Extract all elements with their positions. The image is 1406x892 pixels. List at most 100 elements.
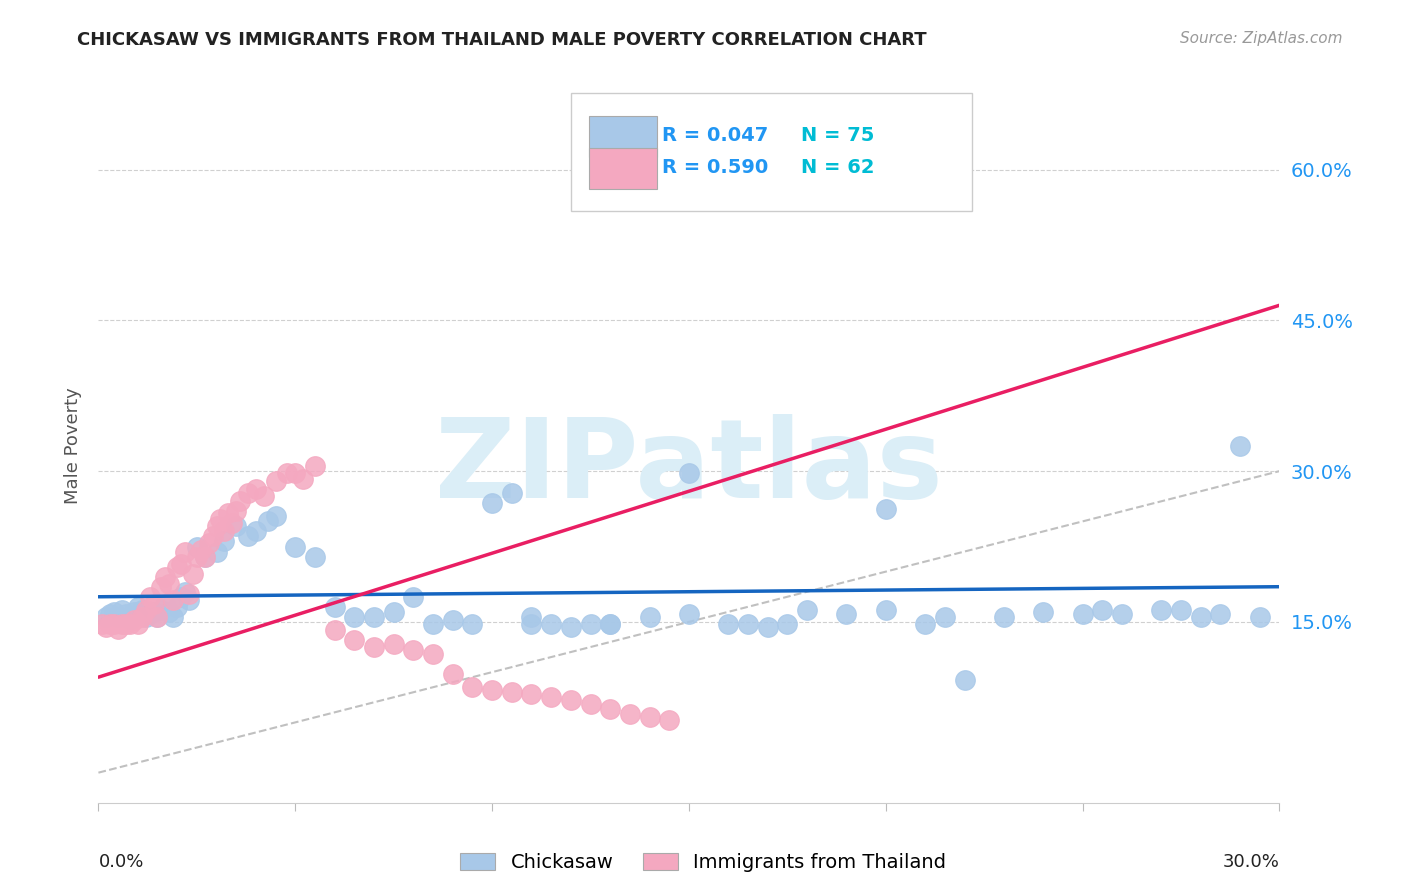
Point [186, 540, 208, 554]
Point [205, 519, 228, 533]
Point [98, 607, 121, 621]
Point [177, 587, 200, 601]
Point [236, 529, 259, 543]
Point [170, 590, 193, 604]
Point [993, 610, 1015, 624]
Text: N = 62: N = 62 [801, 158, 875, 178]
Point [214, 534, 236, 549]
Point [127, 616, 149, 631]
Text: R = 0.047: R = 0.047 [662, 126, 768, 145]
Point [284, 466, 307, 480]
Point [875, 502, 897, 516]
Point [422, 616, 444, 631]
Point [205, 544, 228, 558]
Point [150, 580, 173, 594]
Point [717, 616, 740, 631]
Text: N = 75: N = 75 [801, 126, 875, 145]
Point [245, 482, 267, 496]
Point [166, 599, 188, 614]
Point [229, 494, 252, 508]
Point [131, 610, 153, 624]
Text: Source: ZipAtlas.com: Source: ZipAtlas.com [1180, 31, 1343, 46]
Point [599, 616, 621, 631]
Point [190, 542, 212, 557]
Point [934, 610, 956, 624]
Point [540, 690, 562, 705]
Point [382, 637, 405, 651]
Point [157, 576, 180, 591]
Point [1071, 607, 1094, 621]
Point [343, 610, 366, 624]
Point [111, 603, 134, 617]
Point [323, 599, 346, 614]
Point [142, 605, 165, 619]
Point [776, 616, 799, 631]
Point [363, 640, 385, 654]
Point [402, 643, 425, 657]
Point [1249, 610, 1271, 624]
Point [461, 616, 484, 631]
Point [225, 519, 247, 533]
Point [201, 529, 224, 543]
Point [382, 605, 405, 619]
Point [103, 605, 125, 619]
Point [560, 693, 582, 707]
Point [441, 613, 464, 627]
Point [658, 714, 681, 728]
Point [363, 610, 385, 624]
Point [174, 544, 197, 558]
Point [98, 616, 121, 631]
Point [118, 616, 141, 631]
Point [422, 647, 444, 661]
Point [194, 549, 217, 564]
Point [1229, 439, 1251, 453]
Point [638, 610, 661, 624]
Point [481, 683, 503, 698]
Point [343, 632, 366, 647]
Point [166, 559, 188, 574]
Point [579, 616, 602, 631]
Point [142, 597, 165, 611]
Point [236, 486, 259, 500]
Point [501, 486, 523, 500]
Y-axis label: Male Poverty: Male Poverty [65, 388, 83, 504]
Point [107, 622, 129, 636]
Point [638, 710, 661, 724]
Point [914, 616, 936, 631]
Text: CHICKASAW VS IMMIGRANTS FROM THAILAND MALE POVERTY CORRELATION CHART: CHICKASAW VS IMMIGRANTS FROM THAILAND MA… [77, 31, 927, 49]
Point [122, 613, 145, 627]
Point [155, 569, 177, 583]
Text: ZIPatlas: ZIPatlas [434, 414, 943, 521]
Point [221, 516, 243, 531]
Point [520, 687, 543, 701]
Point [1091, 603, 1114, 617]
Point [111, 616, 134, 631]
Point [197, 536, 219, 550]
Point [461, 680, 484, 694]
Point [276, 466, 298, 480]
Point [217, 506, 239, 520]
Point [181, 566, 204, 581]
Point [756, 620, 779, 634]
Point [157, 605, 180, 619]
Legend: Chickasaw, Immigrants from Thailand: Chickasaw, Immigrants from Thailand [454, 847, 952, 878]
Point [953, 673, 976, 688]
Point [264, 474, 287, 488]
Point [135, 610, 157, 624]
Point [284, 540, 307, 554]
Point [501, 685, 523, 699]
Point [292, 472, 315, 486]
Point [138, 607, 160, 621]
Point [323, 623, 346, 637]
Text: R = 0.590: R = 0.590 [662, 158, 768, 178]
Point [619, 707, 641, 722]
Point [253, 489, 276, 503]
Point [579, 698, 602, 712]
Point [135, 603, 157, 617]
Point [1150, 603, 1173, 617]
Point [131, 603, 153, 617]
Point [122, 605, 145, 619]
Point [107, 610, 129, 624]
Point [540, 616, 562, 631]
Point [678, 466, 700, 480]
